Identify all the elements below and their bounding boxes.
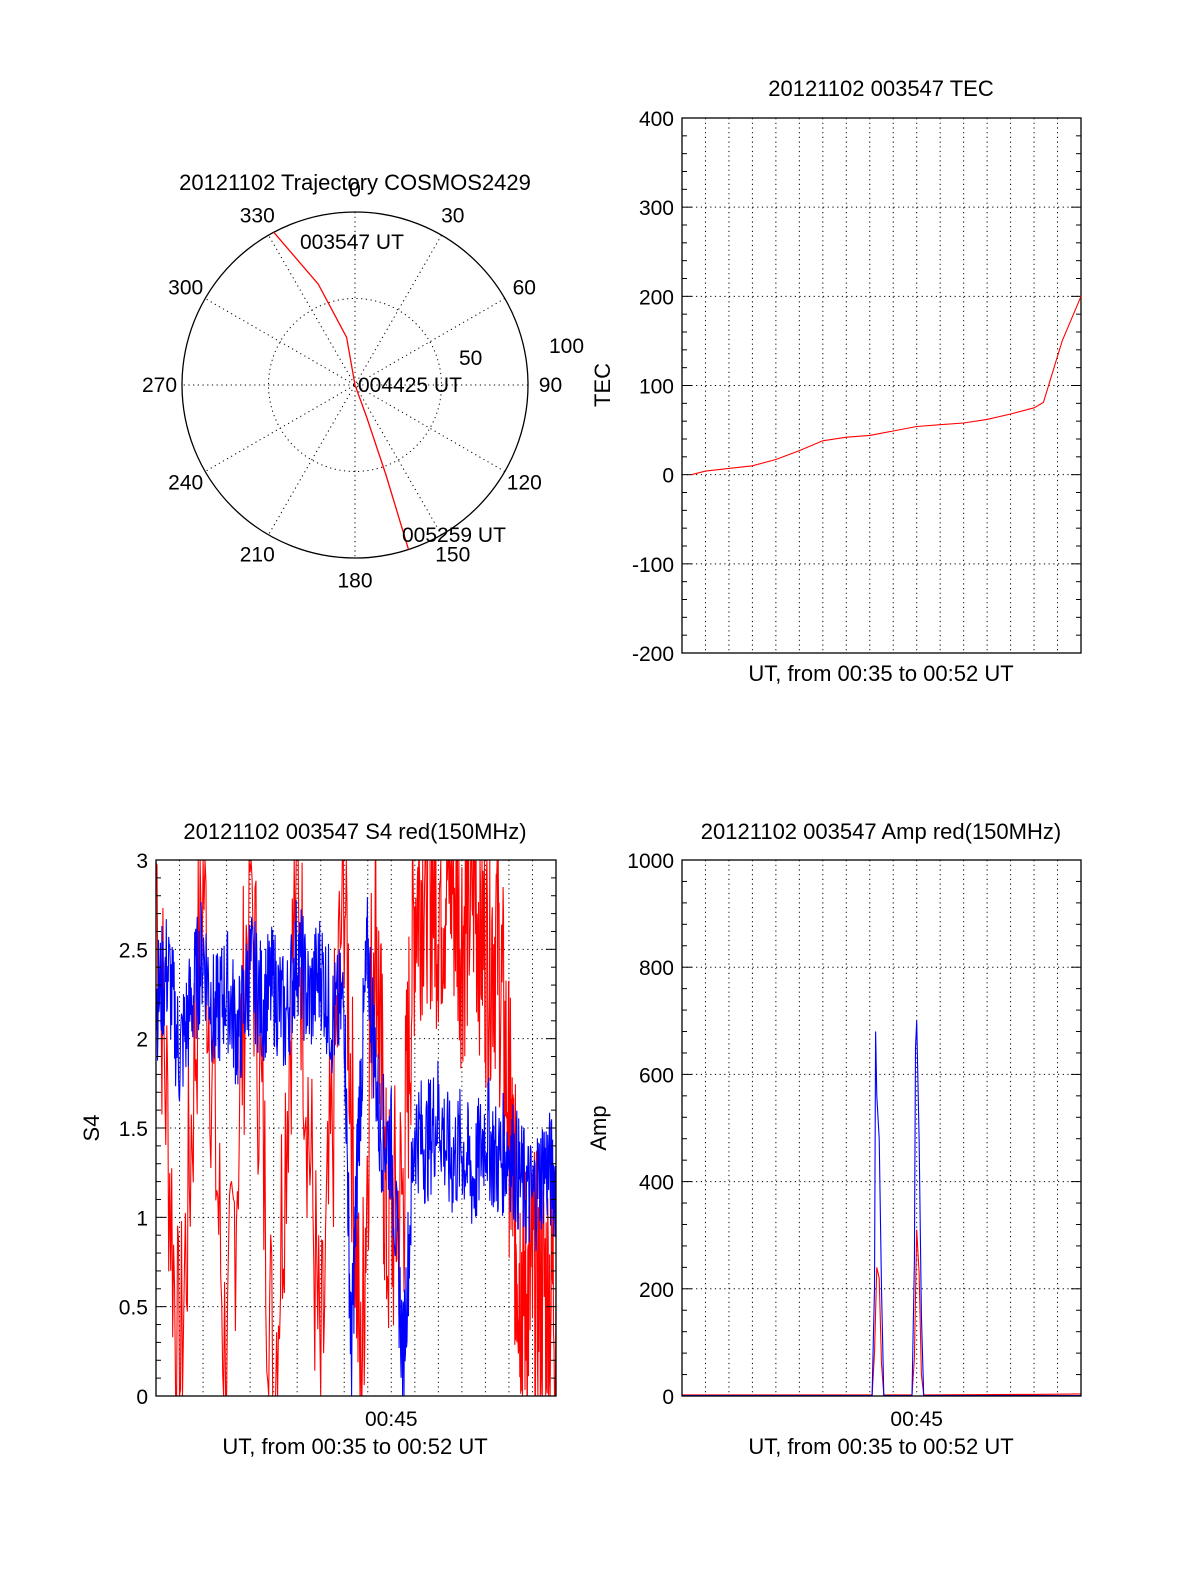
tec-ytick-label: 300 [639, 197, 674, 220]
s4-ytick-label: 1 [136, 1207, 148, 1230]
polar-azimuth-labels: 0 30 60 90 120 150 180 210 240 270 300 330 [142, 179, 562, 593]
amp-ytick-label: 1000 [627, 850, 674, 873]
amp-ytick-label: 800 [639, 957, 674, 980]
polar-ring [268, 298, 442, 472]
polar-radius-label-outer: 100 [549, 335, 584, 358]
s4-y-axis: 0 0.5 1 1.5 2 2.5 3 [119, 850, 556, 1409]
polar-radius-label-mid: 50 [459, 347, 482, 370]
amp-xtick-label: 00:45 [890, 1408, 943, 1431]
polar-grid [181, 211, 529, 559]
s4-ytick-label: 0 [136, 1386, 148, 1409]
tec-ytick-label: -200 [632, 643, 674, 666]
tec-ytick-label: -100 [632, 554, 674, 577]
polar-azimuth-label: 0 [349, 179, 361, 202]
amp-y-axis: 0 200 400 600 800 1000 [627, 850, 1081, 1409]
tec-chart: 20121102 003547 TEC -200 -100 0 100 200 300 40… [590, 76, 1082, 686]
amp-title: 20121102 003547 Amp red(150MHz) [701, 819, 1061, 844]
s4-xlabel: UT, from 00:35 to 00:52 UT [222, 1434, 487, 1459]
tec-series [691, 296, 1082, 476]
amp-ytick-label: 400 [639, 1172, 674, 1195]
polar-azimuth-label: 240 [168, 472, 203, 495]
s4-ylabel: S4 [79, 1115, 104, 1142]
amp-series [682, 1020, 1082, 1397]
s4-ytick-label: 0.5 [119, 1297, 148, 1320]
s4-title: 20121102 003547 S4 red(150MHz) [183, 819, 526, 844]
amp-ytick-label: 200 [639, 1279, 674, 1302]
tec-xlabel: UT, from 00:35 to 00:52 UT [748, 661, 1013, 686]
amp-chart: 20121102 003547 Amp red(150MHz) 0 200 400 6… [586, 819, 1082, 1459]
polar-azimuth-label: 270 [142, 374, 177, 397]
s4-x-axis: 00:45 [365, 1408, 418, 1431]
tec-y-axis: -200 -100 0 100 200 300 400 [632, 108, 1081, 666]
amp-plot-frame [681, 859, 1082, 1397]
polar-azimuth-label: 30 [441, 205, 464, 228]
tec-grid [682, 118, 1081, 653]
trajectory-polar-panel: 20121102 Trajectory COSMOS2429 0 30 60 90 12… [142, 170, 584, 592]
tec-series-line-1 [691, 296, 1082, 476]
s4-chart: 20121102 003547 S4 red(150MHz) 0 0.5 1 1.5 2… [79, 819, 557, 1459]
amp-series-line-2 [682, 1020, 1081, 1397]
trajectory-mid-label: 004425 UT [358, 374, 462, 397]
tec-ytick-label: 0 [662, 465, 674, 488]
polar-azimuth-label: 90 [539, 374, 562, 397]
trajectory-end-label: 005259 UT [402, 524, 506, 547]
tec-ytick-label: 100 [639, 376, 674, 399]
s4-ytick-label: 3 [136, 850, 148, 873]
amp-ylabel: Amp [586, 1105, 611, 1150]
polar-azimuth-label: 150 [435, 543, 470, 566]
amp-x-axis: 00:45 [890, 1408, 943, 1431]
polar-azimuth-label: 300 [168, 276, 203, 299]
tec-title: 20121102 003547 TEC [768, 76, 994, 101]
amp-ytick-label: 600 [639, 1064, 674, 1087]
tec-ylabel: TEC [590, 363, 615, 407]
s4-series-line-2 [155, 897, 557, 1397]
polar-azimuth-label: 180 [337, 569, 372, 592]
trajectory-start-label: 003547 UT [300, 231, 404, 254]
s4-ytick-label: 2 [136, 1029, 148, 1052]
s4-ytick-label: 2.5 [119, 939, 148, 962]
polar-azimuth-label: 210 [240, 543, 275, 566]
tec-ytick-label: 200 [639, 286, 674, 309]
s4-xtick-label: 00:45 [365, 1408, 418, 1431]
s4-series [155, 859, 557, 1397]
polar-azimuth-label: 330 [240, 205, 275, 228]
polar-azimuth-label: 120 [507, 472, 542, 495]
s4-ytick-label: 1.5 [119, 1118, 148, 1141]
tec-ytick-label: 400 [639, 108, 674, 131]
polar-title: 20121102 Trajectory COSMOS2429 [179, 170, 531, 195]
amp-grid [682, 860, 1081, 1396]
amp-ytick-label: 0 [662, 1386, 674, 1409]
polar-azimuth-label: 60 [513, 276, 536, 299]
trajectory-line [273, 231, 410, 550]
amp-xlabel: UT, from 00:35 to 00:52 UT [748, 1434, 1013, 1459]
s4-series-line-1 [155, 859, 557, 1397]
